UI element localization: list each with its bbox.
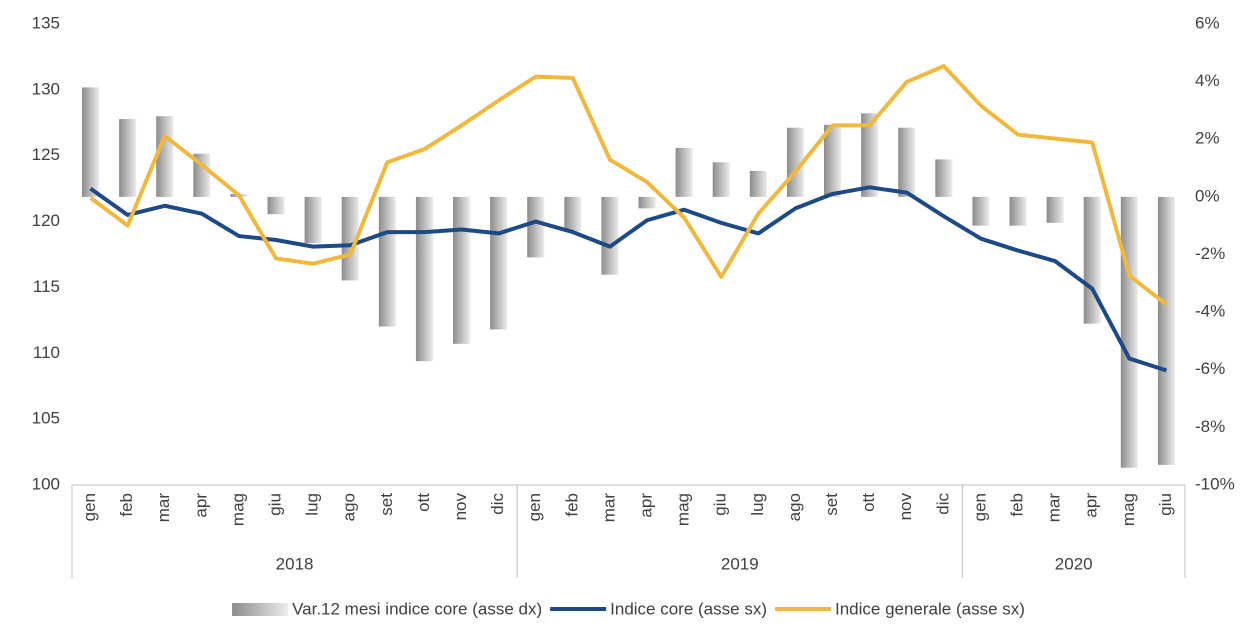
x-tick-label: gen <box>80 493 99 521</box>
bar <box>1009 196 1027 226</box>
bar <box>490 196 508 330</box>
x-tick-label: gen <box>970 493 989 521</box>
bar <box>749 170 767 197</box>
x-tick-label: mag <box>228 493 247 526</box>
y2-tick-label: -10% <box>1195 474 1235 493</box>
bar <box>341 196 359 281</box>
bar <box>193 153 211 197</box>
x-tick-label: nov <box>896 493 915 521</box>
bar <box>453 196 471 344</box>
year-label: 2019 <box>721 554 759 573</box>
y-tick-label: 100 <box>32 474 60 493</box>
bar <box>712 162 730 197</box>
year-label: 2018 <box>276 554 314 573</box>
x-tick-label: lug <box>748 493 767 516</box>
bar <box>601 196 619 275</box>
bar <box>786 127 804 197</box>
bar <box>638 196 656 209</box>
y2-tick-label: -4% <box>1195 302 1225 321</box>
bar <box>156 116 174 197</box>
x-tick-label: feb <box>1008 493 1027 517</box>
line <box>89 64 1168 307</box>
x-tick-label: gen <box>525 493 544 521</box>
year-label: 2020 <box>1055 554 1093 573</box>
bar <box>527 196 545 258</box>
x-tick-label: ott <box>859 493 878 512</box>
bar <box>861 113 879 197</box>
bar <box>119 119 137 197</box>
bar <box>675 147 693 197</box>
x-tick-label: mag <box>674 493 693 526</box>
bar <box>935 159 953 197</box>
y-tick-label: 135 <box>32 13 60 32</box>
bar <box>1083 196 1101 324</box>
x-tick-label: mar <box>1045 493 1064 523</box>
x-tick-label: giu <box>266 493 285 516</box>
x-tick-label: ago <box>785 493 804 521</box>
y2-tick-label: 4% <box>1195 71 1220 90</box>
bar <box>972 196 990 226</box>
x-tick-label: dic <box>488 493 507 515</box>
y2-tick-label: 6% <box>1195 13 1220 32</box>
bar <box>824 124 842 197</box>
x-tick-label: ago <box>340 493 359 521</box>
x-tick-label: set <box>822 493 841 516</box>
legend-label: Indice generale (asse sx) <box>835 599 1025 618</box>
y2-tick-label: 0% <box>1195 186 1220 205</box>
x-tick-label: apr <box>191 493 210 518</box>
y2-tick-label: -2% <box>1195 244 1225 263</box>
x-tick-label: giu <box>711 493 730 516</box>
bar <box>1046 196 1064 223</box>
x-tick-label: apr <box>637 493 656 518</box>
x-tick-label: mar <box>154 493 173 523</box>
y-tick-label: 130 <box>32 79 60 98</box>
bar <box>564 196 582 232</box>
x-tick-label: giu <box>1156 493 1175 516</box>
y-tick-label: 125 <box>32 145 60 164</box>
y-tick-label: 120 <box>32 211 60 230</box>
x-tick-label: feb <box>117 493 136 517</box>
line <box>89 185 1168 373</box>
x-tick-label: nov <box>451 493 470 521</box>
y-tick-label: 110 <box>33 343 60 362</box>
y2-tick-label: 2% <box>1195 129 1220 148</box>
bar <box>378 196 396 327</box>
y-tick-label: 115 <box>33 277 60 296</box>
x-tick-label: feb <box>562 493 581 517</box>
bar <box>1157 196 1175 465</box>
x-tick-label: apr <box>1082 493 1101 518</box>
legend-swatch <box>232 603 289 616</box>
bar <box>267 196 285 215</box>
y2-tick-label: -6% <box>1195 359 1225 378</box>
x-tick-label: dic <box>933 493 952 515</box>
bar <box>898 127 916 197</box>
y2-tick-label: -8% <box>1195 417 1225 436</box>
x-tick-label: set <box>377 493 396 516</box>
legend-label: Indice core (asse sx) <box>610 599 767 618</box>
bar <box>304 196 322 243</box>
x-tick-label: lug <box>303 493 322 516</box>
y-tick-label: 105 <box>32 409 60 428</box>
bar <box>415 196 433 362</box>
x-tick-label: ott <box>414 493 433 512</box>
legend-label: Var.12 mesi indice core (asse dx) <box>292 599 542 618</box>
bar <box>1120 196 1138 468</box>
bar <box>82 87 100 197</box>
x-tick-label: mar <box>599 493 618 523</box>
x-tick-label: mag <box>1119 493 1138 526</box>
